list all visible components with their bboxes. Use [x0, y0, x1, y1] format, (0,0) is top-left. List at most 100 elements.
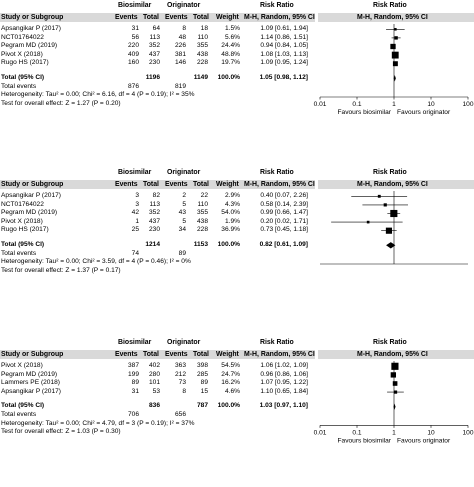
col-header-method: M-H, Random, 95% CI [244, 14, 315, 21]
heterogeneity-text: Heterogeneity: Tau² = 0.00; Chi² = 4.79,… [1, 419, 195, 427]
col-header-study: Study or Subgroup [1, 181, 64, 188]
study-point [390, 372, 397, 378]
study-name: NCT01764022 [1, 33, 44, 41]
orig-events: 212 [174, 370, 186, 378]
col-header-bio-events: Events [115, 351, 138, 358]
x-tick-label: 1 [392, 101, 396, 108]
col-header-orig-total: Total [193, 351, 209, 358]
total-rr: 1.05 [0.98, 1.12] [259, 74, 308, 81]
study-point [394, 28, 397, 31]
study-name: Apsangikar P (2017) [1, 25, 61, 32]
study-rr: 0.73 [0.45, 1.18] [260, 226, 308, 234]
bio-total: 437 [148, 217, 160, 225]
col-header-method-plot: M-H, Random, 95% CI [357, 181, 428, 188]
col-header-risk-ratio: Risk Ratio [260, 169, 294, 176]
forest-panel-1: Biosimilar Originator Risk Ratio Risk Ratio… [0, 0, 474, 150]
x-tick-label: 0.01 [314, 429, 327, 436]
study-name: Pegram MD (2019) [1, 209, 58, 217]
orig-events: 2 [182, 192, 186, 199]
favours-biosimilar-label: Favours biosimilar [338, 437, 392, 444]
bio-events: 31 [131, 25, 139, 32]
orig-events: 226 [174, 42, 186, 50]
orig-events: 146 [174, 59, 186, 67]
total-bio: 1214 [145, 241, 160, 248]
study-point [377, 194, 381, 198]
study-rr: 1.07 [0.95, 1.22] [260, 379, 308, 387]
bio-events: 42 [131, 209, 139, 217]
col-header-originator: Originator [167, 2, 201, 9]
bio-total: 101 [148, 379, 160, 387]
orig-events: 363 [174, 362, 186, 369]
bio-events: 31 [131, 387, 139, 395]
orig-total: 22 [200, 192, 208, 199]
study-rr: 1.14 [0.86, 1.51] [260, 33, 308, 41]
bio-events: 220 [127, 42, 139, 50]
study-point [390, 209, 398, 218]
study-rr: 1.09 [0.61, 1.94] [260, 25, 308, 32]
bio-total: 113 [149, 33, 160, 41]
events-label: Total events [1, 411, 37, 418]
study-name: Lammers PE (2018) [1, 379, 60, 387]
events-orig: 819 [174, 82, 186, 90]
col-header-weight: Weight [216, 351, 239, 358]
forest-panel-3: Biosimilar Originator Risk Ratio Risk Ratio… [0, 337, 474, 487]
study-point [390, 43, 396, 50]
col-header-bio-events: Events [115, 14, 138, 21]
orig-total: 18 [200, 25, 208, 32]
col-header-study: Study or Subgroup [1, 14, 64, 21]
col-header-method-plot: M-H, Random, 95% CI [357, 351, 428, 358]
study-rr: 0.40 [0.07, 2.26] [260, 192, 308, 199]
total-rr: 1.03 [0.97, 1.10] [259, 402, 308, 410]
total-bio: 1196 [145, 74, 160, 81]
study-rr: 1.10 [0.65, 1.84] [260, 387, 308, 395]
subheader-band [0, 350, 315, 359]
events-label: Total events [1, 82, 37, 90]
events-orig: 656 [174, 411, 186, 418]
total-rr: 0.82 [0.61, 1.09] [259, 241, 308, 248]
study-weight: 24.7% [221, 370, 240, 378]
pooled-diamond [386, 242, 396, 249]
bio-total: 437 [148, 50, 160, 58]
x-tick-label: 0.01 [314, 101, 327, 108]
col-header-risk-ratio: Risk Ratio [260, 2, 294, 9]
orig-total: 438 [196, 50, 208, 58]
col-header-risk-ratio: Risk Ratio [260, 339, 294, 346]
bio-total: 230 [148, 59, 160, 67]
heterogeneity-text: Heterogeneity: Tau² = 0.00; Chi² = 6.16,… [1, 91, 195, 99]
bio-events: 387 [127, 362, 139, 369]
subheader-band [0, 180, 315, 189]
study-weight: 1.5% [224, 25, 240, 32]
col-header-originator: Originator [167, 339, 201, 346]
x-tick-label: 10 [427, 429, 435, 436]
col-header-bio-total: Total [143, 181, 159, 188]
study-point [392, 381, 398, 386]
study-point [391, 51, 399, 59]
study-rr: 1.06 [1.02, 1.09] [260, 362, 308, 369]
study-name: Pivot X (2018) [1, 217, 43, 225]
total-weight: 100.0% [217, 74, 240, 81]
col-header-biosimilar: Biosimilar [118, 339, 152, 346]
events-orig: 89 [178, 249, 186, 257]
events-label: Total events [1, 249, 37, 257]
bio-total: 82 [152, 192, 160, 199]
study-name: Rugo HS (2017) [1, 226, 49, 234]
total-orig: 1153 [193, 241, 208, 248]
col-header-originator: Originator [167, 169, 201, 176]
orig-events: 34 [178, 226, 186, 234]
orig-events: 8 [182, 387, 186, 395]
col-header-method: M-H, Random, 95% CI [244, 351, 315, 358]
bio-total: 113 [149, 200, 160, 208]
bio-total: 53 [152, 387, 160, 395]
bio-events: 25 [131, 226, 139, 234]
study-weight: 54.5% [221, 362, 240, 369]
study-weight: 54.0% [221, 209, 240, 217]
bio-events: 1 [135, 217, 139, 225]
col-header-orig-events: Events [165, 181, 188, 188]
bio-events: 89 [131, 379, 139, 387]
x-tick-label: 1 [392, 429, 396, 436]
overall-effect-text: Test for overall effect: Z = 1.27 (P = 0… [1, 99, 121, 107]
x-tick-label: 100 [462, 429, 473, 436]
bio-total: 64 [152, 25, 160, 32]
bio-total: 280 [148, 370, 160, 378]
orig-events: 381 [174, 50, 186, 58]
